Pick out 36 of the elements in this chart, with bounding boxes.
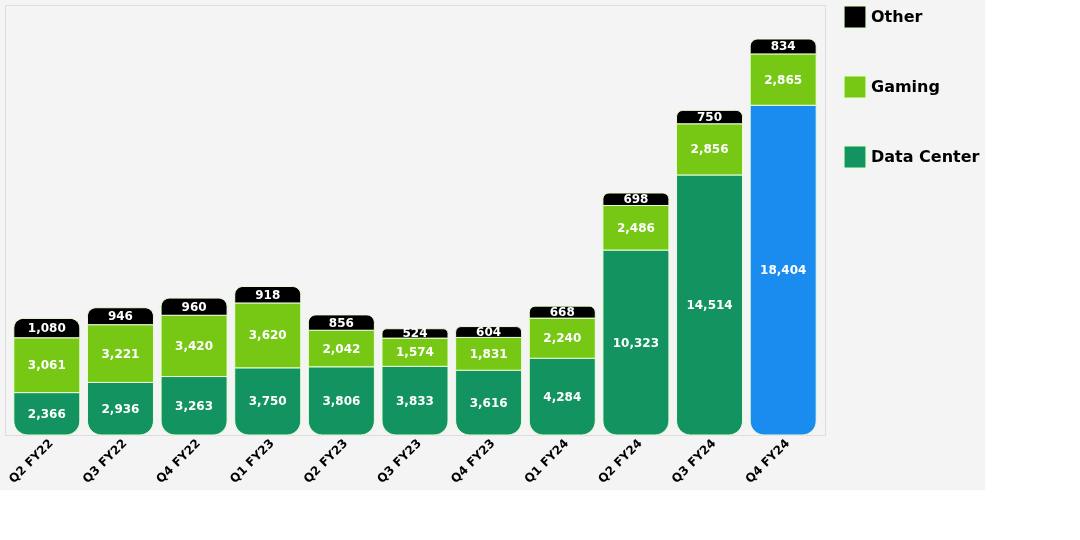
data-label: 14,514 <box>686 297 733 312</box>
legend-label: Gaming <box>871 77 940 96</box>
legend-label: Data Center <box>871 147 980 166</box>
data-label: 3,806 <box>322 393 361 408</box>
data-label: 3,221 <box>101 346 140 361</box>
data-label: 1,080 <box>27 321 66 336</box>
data-label: 604 <box>476 325 502 339</box>
data-label: 3,616 <box>469 395 508 410</box>
data-label: 2,936 <box>101 401 140 416</box>
data-label: 698 <box>623 192 649 207</box>
data-label: 3,833 <box>396 393 434 408</box>
data-label: 834 <box>770 39 796 54</box>
data-label: 1,574 <box>396 345 434 360</box>
data-label: 3,750 <box>248 394 287 409</box>
data-label: 668 <box>549 305 575 320</box>
data-label: 2,240 <box>543 331 582 346</box>
data-label: 856 <box>328 315 354 330</box>
legend-label: Other <box>871 7 923 26</box>
data-label: 3,263 <box>175 398 214 413</box>
data-label: 1,831 <box>469 346 508 361</box>
data-label: 3,620 <box>248 328 287 343</box>
data-label: 960 <box>181 299 207 314</box>
data-label: 3,420 <box>175 338 214 353</box>
data-label: 4,284 <box>543 389 582 404</box>
data-label: 2,856 <box>690 142 729 157</box>
data-label: 750 <box>697 110 723 125</box>
data-label: 2,865 <box>764 72 803 87</box>
data-label: 2,366 <box>27 406 66 421</box>
data-label: 10,323 <box>612 335 660 350</box>
data-label: 524 <box>402 326 428 341</box>
data-label: 2,486 <box>616 220 655 235</box>
data-label: 2,042 <box>322 341 361 356</box>
data-label: 918 <box>255 287 281 302</box>
data-label: 18,404 <box>760 263 807 278</box>
data-label: 3,061 <box>27 358 66 373</box>
data-label: 946 <box>107 309 133 324</box>
